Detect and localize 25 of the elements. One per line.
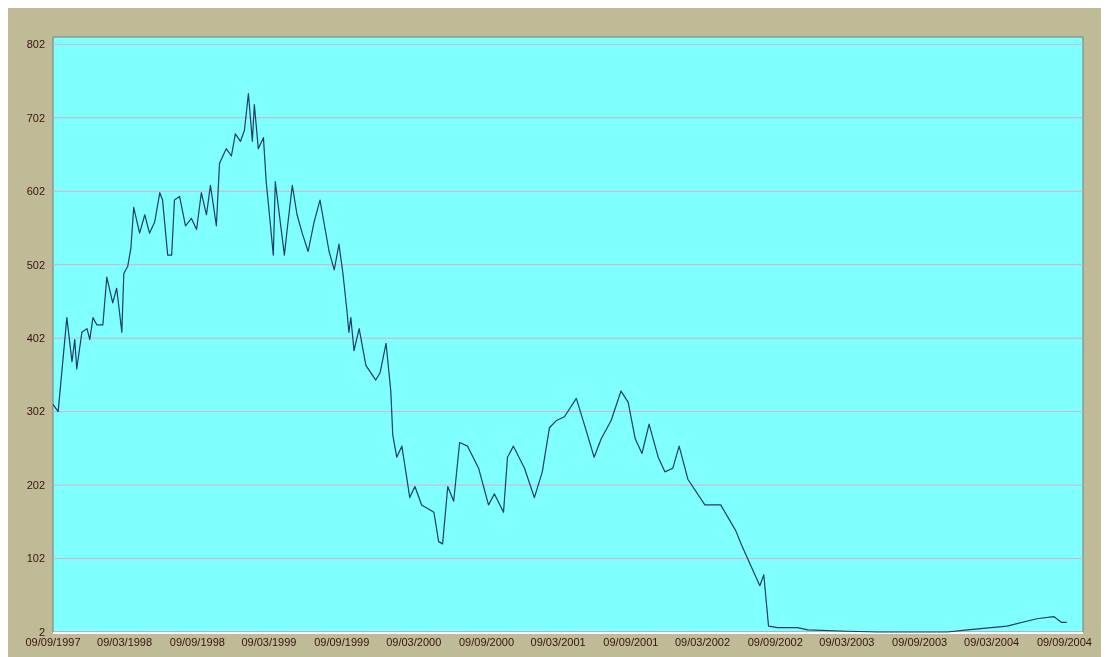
- y-tick-label: 702: [26, 111, 45, 124]
- x-tick-label: 09/03/2004: [964, 636, 1020, 648]
- x-tick-label: 09/03/2001: [530, 636, 586, 648]
- y-tick-label: 402: [26, 332, 45, 345]
- y-tick-label: 502: [26, 258, 45, 271]
- y-tick-label: 2: [38, 625, 45, 638]
- x-tick-label: 09/03/1998: [97, 636, 153, 648]
- x-tick-label: 09/03/2002: [674, 636, 731, 648]
- x-tick-label: 09/09/1998: [169, 636, 225, 648]
- x-tick-label: 09/03/1999: [241, 636, 297, 648]
- x-tick-label: 09/09/2004: [1036, 636, 1092, 648]
- line-series: [52, 92, 1068, 633]
- x-tick-label: 09/09/2003: [892, 636, 948, 648]
- x-tick-label: 09/09/2001: [603, 636, 659, 648]
- x-tick-label: 09/03/2003: [819, 636, 875, 648]
- y-tick-label: 202: [26, 478, 45, 491]
- y-tick-label: 302: [26, 405, 45, 418]
- y-tick-label: 102: [26, 552, 45, 565]
- x-tick-label: 09/09/1997: [25, 636, 81, 648]
- x-tick-label: 09/09/2002: [747, 636, 803, 648]
- x-tick-label: 09/09/1999: [314, 636, 370, 648]
- x-tick-label: 09/09/2000: [458, 636, 515, 648]
- x-tick-label: 09/03/2000: [386, 636, 442, 648]
- y-tick-label: 602: [26, 185, 45, 198]
- y-tick-label: 802: [26, 38, 45, 51]
